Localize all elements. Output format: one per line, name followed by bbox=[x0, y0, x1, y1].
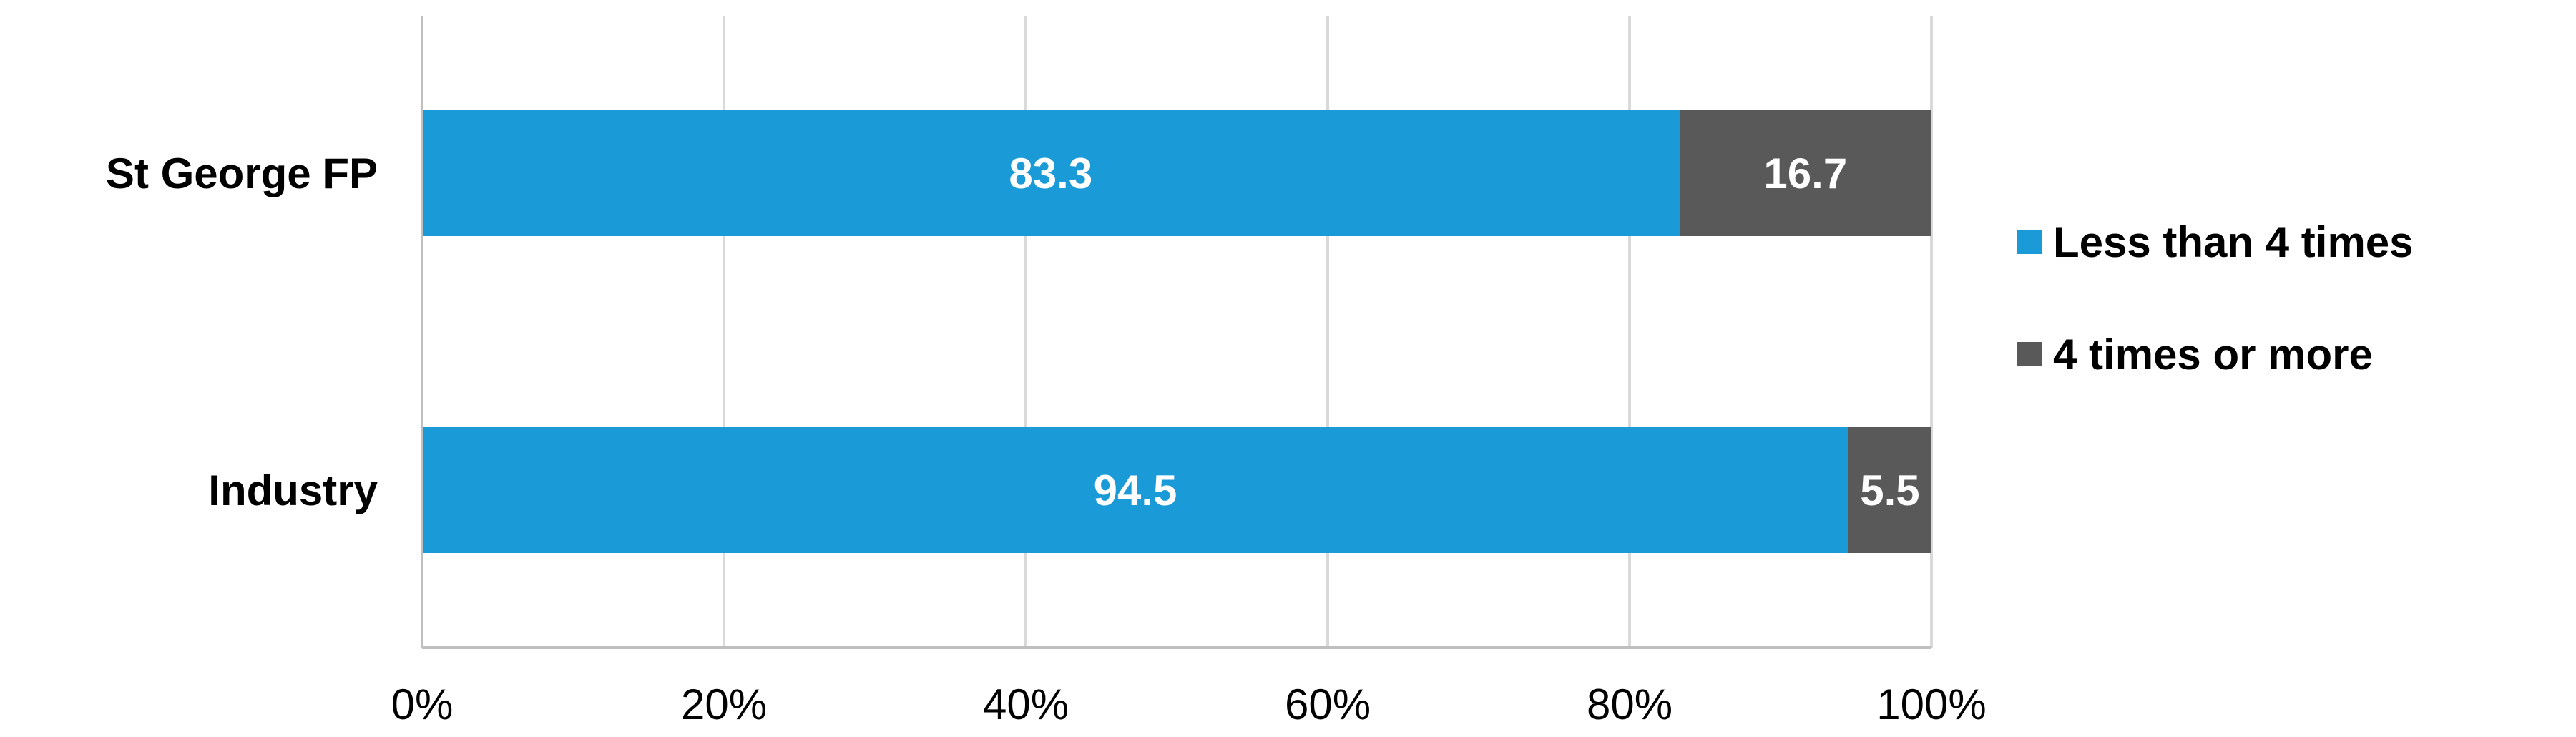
bar-segment bbox=[1848, 427, 1931, 553]
legend-swatch bbox=[2017, 342, 2042, 366]
axes bbox=[421, 16, 1931, 649]
bar-segment bbox=[422, 427, 1848, 553]
x-tick-label: 100% bbox=[1876, 680, 1986, 728]
bars bbox=[422, 110, 1931, 553]
bar-segment bbox=[422, 110, 1680, 236]
x-tick-label: 80% bbox=[1587, 680, 1673, 728]
x-tick-label: 40% bbox=[983, 680, 1069, 728]
legend: Less than 4 times 4 times or more bbox=[2017, 218, 2414, 379]
data-label: 5.5 bbox=[1860, 467, 1919, 514]
x-tick-label: 0% bbox=[391, 680, 454, 728]
category-label: Industry bbox=[208, 467, 378, 514]
x-tick-label: 20% bbox=[681, 680, 767, 728]
labels: 0% 20% 40% 60% 80% 100% 83.3 16.7 St George FP 94… bbox=[106, 150, 1987, 728]
bar-segment bbox=[1679, 110, 1931, 236]
x-tick-label: 60% bbox=[1285, 680, 1371, 728]
legend-label: Less than 4 times bbox=[2053, 218, 2414, 266]
data-label: 94.5 bbox=[1094, 467, 1177, 514]
data-label: 16.7 bbox=[1763, 150, 1847, 197]
legend-swatch bbox=[2017, 230, 2042, 254]
category-label: St George FP bbox=[106, 150, 378, 197]
data-label: 83.3 bbox=[1009, 150, 1092, 197]
legend-label: 4 times or more bbox=[2053, 331, 2373, 379]
